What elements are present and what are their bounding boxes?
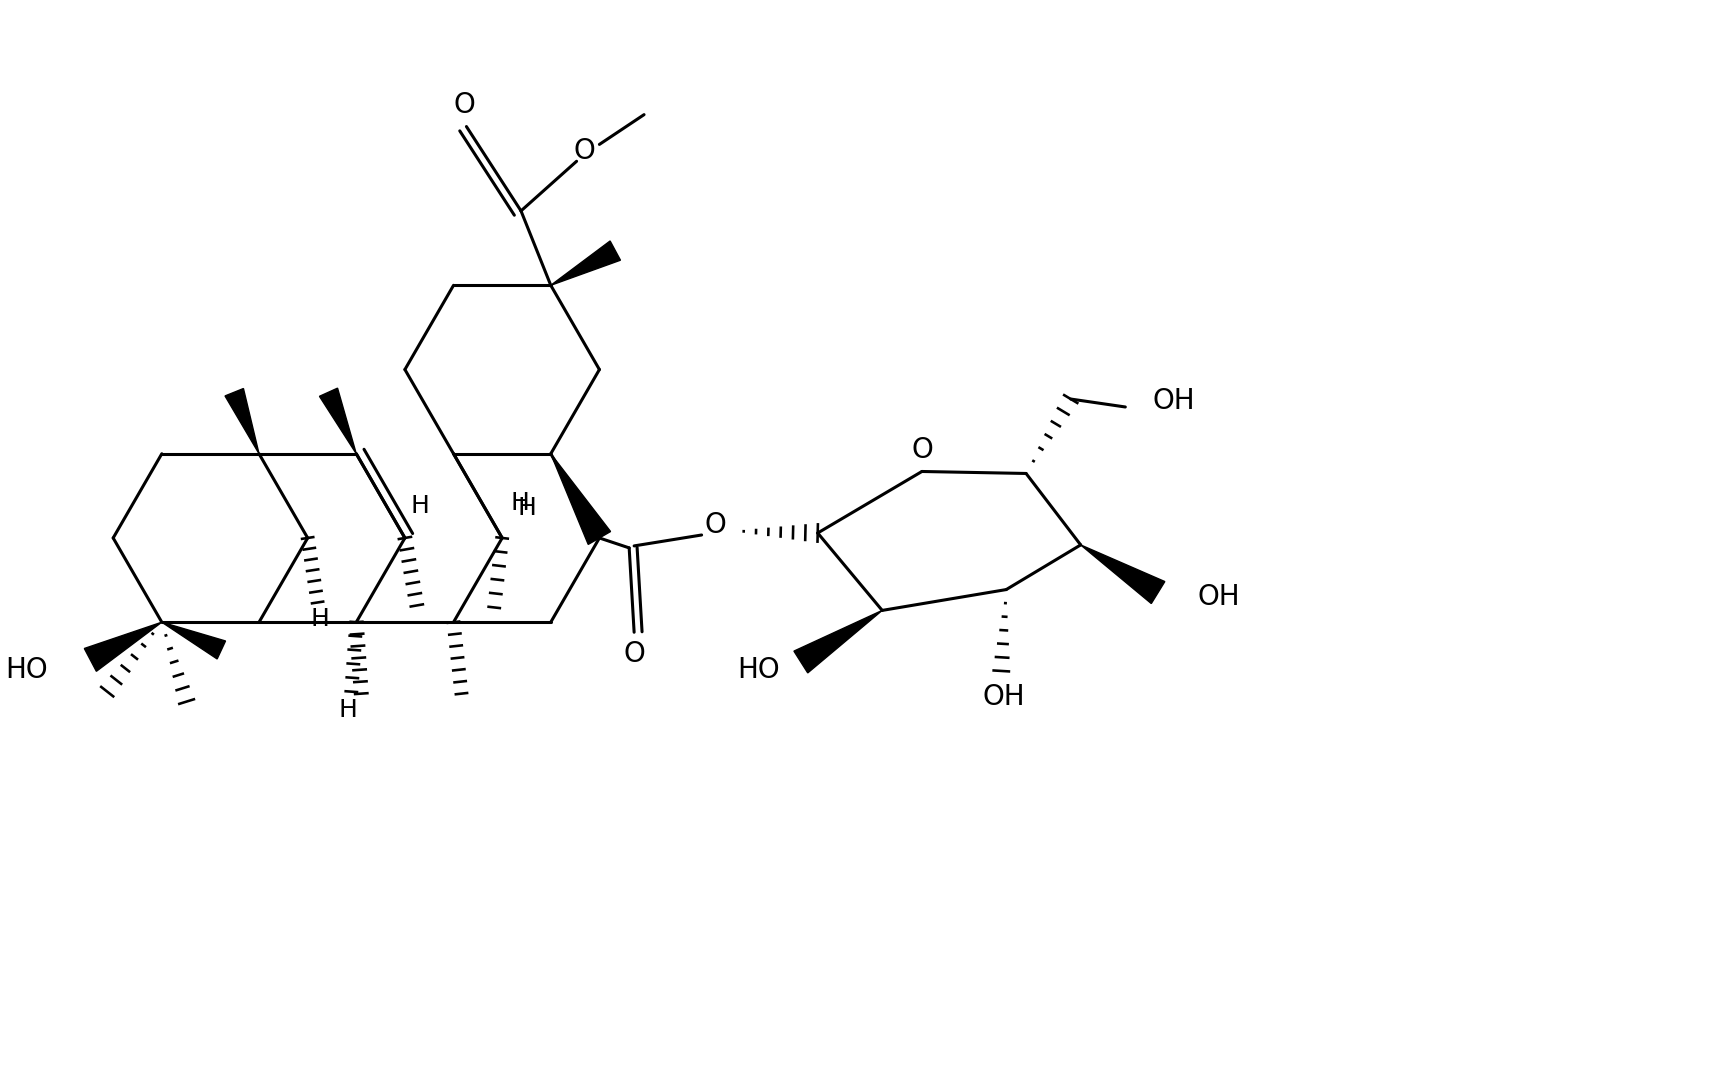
- Text: O: O: [911, 436, 932, 464]
- Text: H: H: [518, 497, 537, 520]
- Text: HO: HO: [5, 656, 48, 684]
- Text: OH: OH: [1152, 387, 1193, 415]
- Text: O: O: [705, 512, 726, 539]
- Text: H: H: [339, 697, 357, 722]
- Text: OH: OH: [982, 682, 1025, 710]
- Polygon shape: [85, 623, 161, 672]
- Polygon shape: [225, 389, 258, 454]
- Polygon shape: [319, 388, 357, 454]
- Text: O: O: [573, 138, 596, 166]
- Text: O: O: [624, 640, 644, 669]
- Text: O: O: [454, 91, 475, 119]
- Polygon shape: [551, 454, 610, 545]
- Text: H: H: [310, 608, 329, 631]
- Text: H: H: [410, 494, 430, 518]
- Polygon shape: [793, 611, 882, 673]
- Text: HO: HO: [736, 656, 779, 684]
- Polygon shape: [161, 623, 225, 659]
- Polygon shape: [551, 241, 620, 285]
- Text: OH: OH: [1197, 582, 1240, 611]
- Text: H: H: [511, 491, 530, 515]
- Polygon shape: [1081, 545, 1164, 603]
